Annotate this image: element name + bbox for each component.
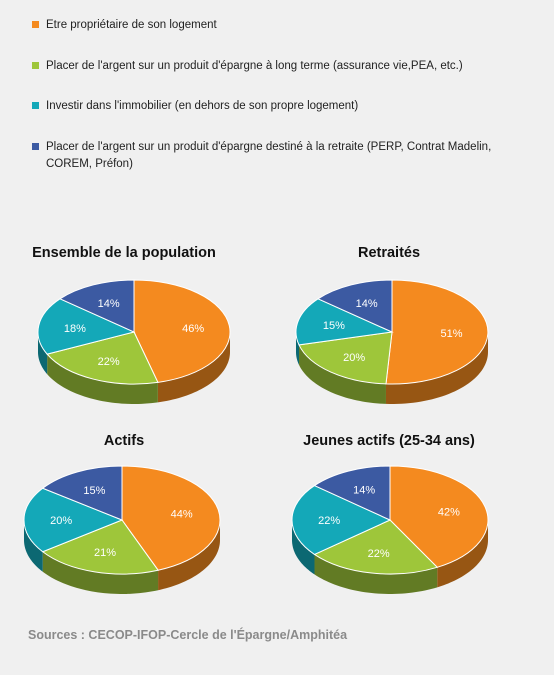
legend-label: Investir dans l'immobilier (en dehors de… <box>46 100 359 112</box>
pie-chart: 51% 20% 15% 14% <box>295 279 489 404</box>
pie-data-label: 18% <box>64 323 86 335</box>
pie-slice <box>46 331 159 385</box>
legend-item: Placer de l'argent sur un produit d'épar… <box>32 139 516 173</box>
pie-data-label: 20% <box>50 515 72 527</box>
pie-data-label: 14% <box>98 298 120 310</box>
chart-title: Ensemble de la population <box>32 245 216 261</box>
pie-slice <box>121 465 221 571</box>
pie-slice <box>133 279 231 383</box>
pie-slice <box>313 519 439 575</box>
legend-item: Placer de l'argent sur un produit d'épar… <box>32 58 516 75</box>
legend-swatch <box>32 102 39 109</box>
legend-label: Placer de l'argent sur un produit d'épar… <box>46 60 463 72</box>
pie-slice-side <box>292 520 315 575</box>
pie-chart: 44% 21% 20% 15% <box>23 465 221 594</box>
chart-title: Actifs <box>103 433 145 449</box>
pie-slice-side <box>24 520 43 572</box>
pie-data-label: 14% <box>356 298 378 310</box>
pie-slice <box>385 279 489 385</box>
legend-swatch <box>32 143 39 150</box>
pie-data-label: 51% <box>440 328 462 340</box>
pie-slice-side <box>437 520 488 588</box>
pie-slice <box>389 465 489 568</box>
pie-data-label: 22% <box>368 548 390 560</box>
pie-data-label: 46% <box>182 323 204 335</box>
chart-title: Retraités <box>357 245 421 261</box>
pie-slice-side <box>385 332 488 404</box>
pie-data-label: 15% <box>323 320 345 332</box>
pie-data-label: 21% <box>94 547 116 559</box>
pie-slice-side <box>38 332 48 375</box>
pie-slice <box>291 485 392 555</box>
pie-slice <box>298 331 393 385</box>
legend-swatch <box>32 21 39 28</box>
pie-data-label: 44% <box>171 509 193 521</box>
pie-slice-side <box>299 344 386 404</box>
pie-slice <box>41 465 123 521</box>
pie-data-label: 14% <box>353 485 375 497</box>
pie-slice <box>295 298 394 346</box>
source-note: Sources : CECOP-IFOP-Cercle de l'Épargne… <box>28 628 348 642</box>
pie-slice-side <box>157 332 230 403</box>
pie-slice <box>37 298 136 355</box>
pie-chart: 46% 22% 18% 14% <box>37 279 231 404</box>
legend-swatch <box>32 62 39 69</box>
pie-slice <box>58 279 135 333</box>
pie-slice <box>41 519 159 575</box>
legend-item: Investir dans l'immobilier (en dehors de… <box>32 98 516 115</box>
legend-label: Etre propriétaire de son logement <box>46 19 217 31</box>
pie-data-label: 22% <box>318 515 340 527</box>
pie-slice <box>23 487 124 553</box>
pie-slice-side <box>47 354 158 404</box>
legend-label: Placer de l'argent sur un produit d'épar… <box>46 141 492 170</box>
pie-slice <box>313 465 391 521</box>
pie-data-label: 15% <box>83 485 105 497</box>
legend-item: Etre propriétaire de son logement <box>32 17 516 34</box>
pie-slice <box>316 279 393 333</box>
pie-data-label: 20% <box>343 352 365 364</box>
pie-data-label: 42% <box>438 507 460 519</box>
pie-data-label: 22% <box>98 356 120 368</box>
pie-slice-side <box>314 554 438 594</box>
pie-chart: 42% 22% 22% 14% <box>291 465 489 594</box>
pie-slice-side <box>158 520 220 591</box>
chart-title: Jeunes actifs (25-34 ans) <box>303 433 475 449</box>
